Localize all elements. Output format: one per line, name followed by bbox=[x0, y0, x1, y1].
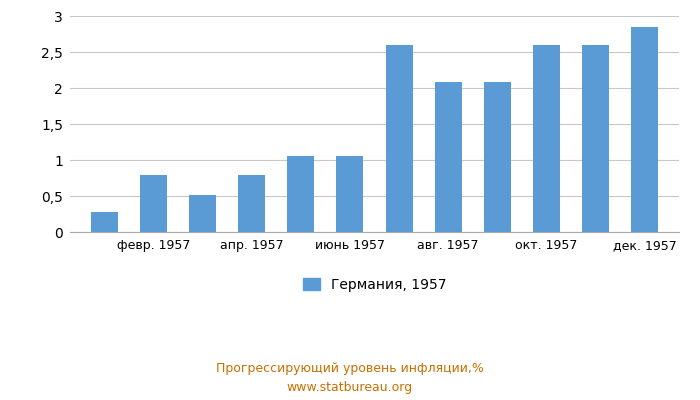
Bar bbox=[631, 27, 658, 232]
Bar bbox=[582, 45, 609, 232]
Bar bbox=[337, 156, 363, 232]
Bar bbox=[435, 82, 462, 232]
Legend: Германия, 1957: Германия, 1957 bbox=[303, 278, 446, 292]
Bar bbox=[386, 45, 412, 232]
Bar bbox=[238, 175, 265, 232]
Bar bbox=[484, 82, 511, 232]
Bar bbox=[140, 175, 167, 232]
Text: Прогрессирующий уровень инфляции,%
www.statbureau.org: Прогрессирующий уровень инфляции,% www.s… bbox=[216, 362, 484, 394]
Bar bbox=[91, 212, 118, 232]
Bar bbox=[287, 156, 314, 232]
Bar bbox=[533, 45, 560, 232]
Bar bbox=[189, 194, 216, 232]
